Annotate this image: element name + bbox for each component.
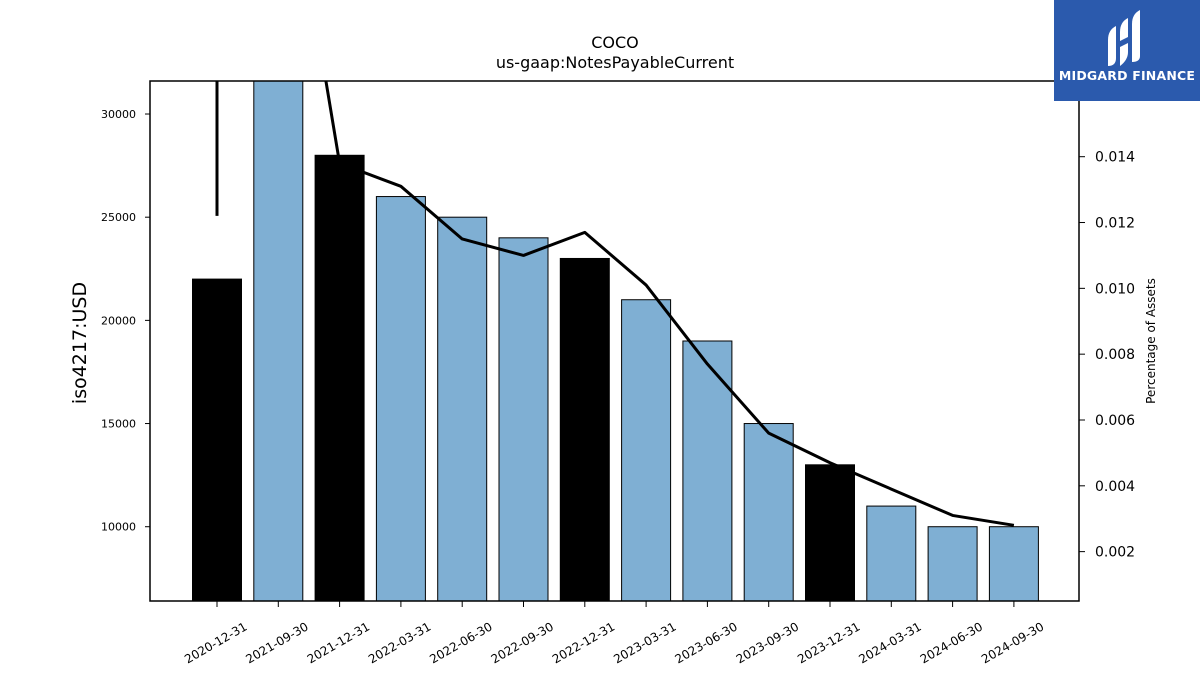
x-tick-label-2023-06-30: 2023-06-30 xyxy=(672,619,739,666)
bars-group xyxy=(192,80,1039,602)
chart-subtitle: us-gaap:NotesPayableCurrent xyxy=(496,53,734,72)
y-tick-label-10000: 10000 xyxy=(101,521,136,534)
line-group xyxy=(215,81,1015,527)
x-tick-label-2021-12-31: 2021-12-31 xyxy=(305,619,372,666)
y2-tick-label-0.004: 0.004 xyxy=(1095,479,1135,495)
x-tick-label-2024-06-30: 2024-06-30 xyxy=(918,619,985,666)
y2-tick-label-0.010: 0.010 xyxy=(1095,281,1135,297)
percent-assets-line xyxy=(324,81,1015,527)
x-axis: 2020-12-312021-09-302021-12-312022-03-31… xyxy=(182,601,1046,666)
y2-tick-label-0.008: 0.008 xyxy=(1095,347,1135,363)
chart-title: COCO xyxy=(591,33,639,52)
x-tick-label-2023-12-31: 2023-12-31 xyxy=(795,619,862,666)
bar-2022-09-30 xyxy=(498,237,549,602)
y2-tick-label-0.002: 0.002 xyxy=(1095,545,1135,561)
x-tick-label-2024-09-30: 2024-09-30 xyxy=(979,619,1046,666)
x-tick-label-2023-09-30: 2023-09-30 xyxy=(734,619,801,666)
y-tick-label-15000: 15000 xyxy=(101,418,136,431)
y-tick-label-20000: 20000 xyxy=(101,314,136,327)
x-tick-label-2020-12-31: 2020-12-31 xyxy=(182,619,249,666)
x-tick-label-2021-09-30: 2021-09-30 xyxy=(243,619,310,666)
y-axis: 10000 15000 20000 25000 30000 xyxy=(101,108,150,534)
bar-2023-06-30 xyxy=(682,340,733,602)
y2-tick-label-0.006: 0.006 xyxy=(1095,413,1135,429)
x-tick-label-2024-03-31: 2024-03-31 xyxy=(856,619,923,666)
x-tick-label-2023-03-31: 2023-03-31 xyxy=(611,619,678,666)
bar-2023-09-30 xyxy=(743,423,794,602)
bar-2020-12-31 xyxy=(192,278,242,602)
bar-2024-03-31 xyxy=(866,505,917,602)
bar-2022-03-31 xyxy=(375,196,426,602)
brand-name: MIDGARD FINANCE xyxy=(1058,68,1196,83)
y2-tick-label-0.014: 0.014 xyxy=(1095,150,1135,166)
bar-2022-06-30 xyxy=(437,216,488,602)
y2-tick-label-0.012: 0.012 xyxy=(1095,216,1135,232)
y-tick-label-25000: 25000 xyxy=(101,211,136,224)
bar-2024-06-30 xyxy=(927,526,978,602)
y2-axis: 0.002 0.004 0.006 0.008 0.010 0.012 0.014 xyxy=(1079,150,1135,561)
x-tick-label-2022-09-30: 2022-09-30 xyxy=(489,619,556,666)
plot-frame xyxy=(149,80,1080,602)
brand-logo: MIDGARD FINANCE xyxy=(1054,0,1200,101)
y2-axis-label: Percentage of Assets xyxy=(1144,278,1158,404)
midgard-logo-icon xyxy=(1108,10,1140,66)
bar-2023-12-31 xyxy=(805,464,855,602)
y-tick-label-30000: 30000 xyxy=(101,108,136,121)
y-axis-label: iso4217:USD xyxy=(69,282,91,404)
bar-2024-09-30 xyxy=(988,526,1039,602)
bar-2022-12-31 xyxy=(559,257,610,602)
bar-2021-09-30 xyxy=(253,80,304,602)
x-tick-label-2022-06-30: 2022-06-30 xyxy=(427,619,494,666)
bar-2021-12-31 xyxy=(314,154,365,602)
x-tick-label-2022-12-31: 2022-12-31 xyxy=(550,619,617,666)
bar-2023-03-31 xyxy=(621,299,672,602)
x-tick-label-2022-03-31: 2022-03-31 xyxy=(366,619,433,666)
